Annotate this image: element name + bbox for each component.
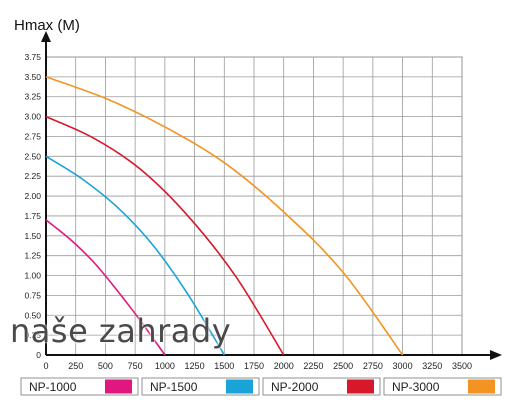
x-tick-label: 0	[43, 361, 48, 371]
y-tick-label: 0.75	[24, 290, 41, 300]
legend-label: NP-3000	[392, 380, 440, 394]
series-lines	[45, 76, 404, 356]
series-line-np-1000	[45, 219, 166, 356]
y-tick-label: 0	[36, 350, 41, 360]
legend-label: NP-2000	[271, 380, 319, 394]
legend-item-np-3000: NP-3000	[383, 377, 502, 396]
y-tick-label: 2.25	[24, 171, 41, 181]
y-tick-label: 3.50	[24, 72, 41, 82]
y-tick-label: 2.75	[24, 131, 41, 141]
x-tick-label: 1250	[185, 361, 205, 371]
y-tick-label: 2.00	[24, 191, 41, 201]
series-line-np-3000	[45, 76, 404, 356]
legend-swatch	[347, 379, 374, 394]
legend-item-np-1000: NP-1000	[20, 377, 139, 396]
y-tick-label: 2.50	[24, 151, 41, 161]
y-tick-label: 3.00	[24, 112, 41, 122]
legend-swatch	[105, 379, 132, 394]
legend-swatch	[226, 379, 253, 394]
y-tick-label: 1.75	[24, 211, 41, 221]
legend-label: NP-1500	[150, 380, 198, 394]
legend-label: NP-1000	[29, 380, 77, 394]
y-axis-label: Hmax (M)	[14, 17, 80, 34]
x-tick-labels: 0 250 500 750 1000 1250 1500 1750 2000 2250 2500 27…	[43, 361, 472, 371]
legend-swatch	[468, 379, 495, 394]
x-tick-label: 2250	[303, 361, 323, 371]
chart-axes	[41, 31, 502, 360]
x-tick-label: 3250	[422, 361, 442, 371]
series-line-np-1500	[45, 155, 225, 356]
y-tick-label: 0.50	[24, 310, 41, 320]
chart-grid	[45, 56, 463, 356]
legend-item-np-1500: NP-1500	[141, 377, 260, 396]
series-line-np-2000	[45, 115, 285, 356]
x-tick-label: 500	[98, 361, 113, 371]
x-tick-label: 3500	[452, 361, 472, 371]
y-tick-labels: 0.25 0.50 0.75 1.00 1.25 1.50 1.75 2.00 2.25 2.50…	[24, 52, 41, 360]
y-tick-label: 1.25	[24, 251, 41, 261]
x-axis-arrow	[490, 350, 502, 360]
y-tick-label: 3.25	[24, 92, 41, 102]
x-tick-label: 1500	[214, 361, 234, 371]
x-tick-label: 2750	[363, 361, 383, 371]
y-tick-label: 1.50	[24, 231, 41, 241]
y-tick-label: 0.25	[24, 330, 41, 340]
x-tick-label: 2500	[333, 361, 353, 371]
legend-item-np-2000: NP-2000	[262, 377, 381, 396]
x-tick-label: 3000	[393, 361, 413, 371]
x-tick-label: 250	[68, 361, 83, 371]
y-tick-label: 1.00	[24, 271, 41, 281]
x-tick-label: 1750	[244, 361, 264, 371]
legend: NP-1000 NP-1500 NP-2000 NP-3000	[20, 377, 502, 396]
y-axis-arrow	[41, 31, 51, 42]
x-tick-label: 750	[128, 361, 143, 371]
x-tick-label: 2000	[274, 361, 294, 371]
x-tick-label: 1000	[155, 361, 175, 371]
y-tick-label: 3.75	[24, 52, 41, 62]
